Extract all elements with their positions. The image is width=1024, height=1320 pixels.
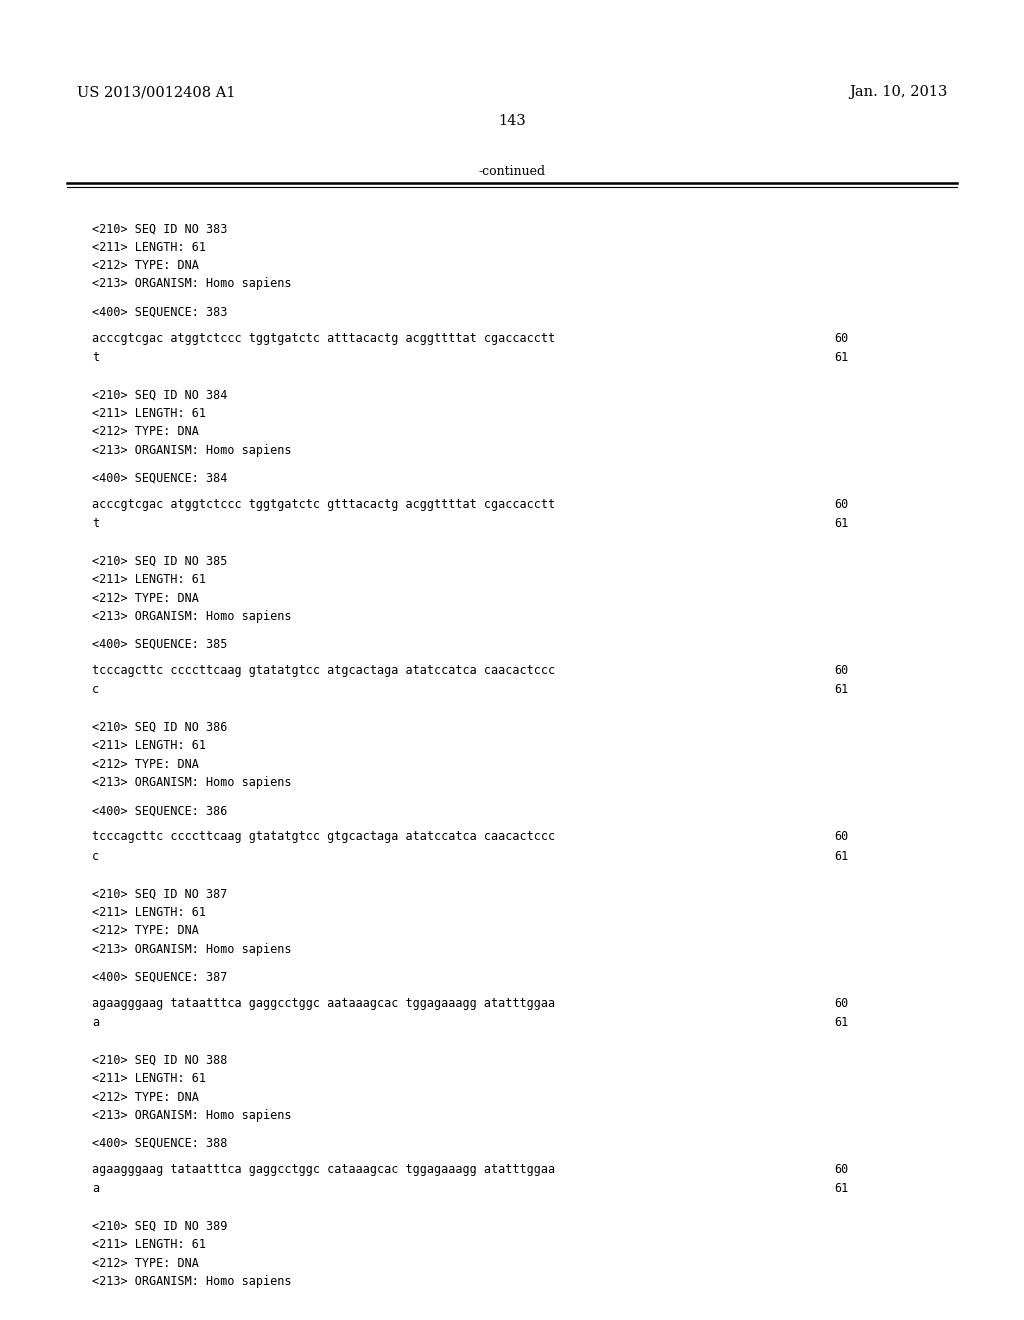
- Text: <211> LENGTH: 61: <211> LENGTH: 61: [92, 573, 206, 586]
- Text: <400> SEQUENCE: 384: <400> SEQUENCE: 384: [92, 471, 227, 484]
- Text: 61: 61: [835, 1183, 849, 1196]
- Text: <212> TYPE: DNA: <212> TYPE: DNA: [92, 1090, 199, 1104]
- Text: <213> ORGANISM: Homo sapiens: <213> ORGANISM: Homo sapiens: [92, 444, 292, 457]
- Text: <210> SEQ ID NO 386: <210> SEQ ID NO 386: [92, 721, 227, 734]
- Text: <212> TYPE: DNA: <212> TYPE: DNA: [92, 259, 199, 272]
- Text: <211> LENGTH: 61: <211> LENGTH: 61: [92, 407, 206, 420]
- Text: <210> SEQ ID NO 383: <210> SEQ ID NO 383: [92, 223, 227, 235]
- Text: <213> ORGANISM: Homo sapiens: <213> ORGANISM: Homo sapiens: [92, 776, 292, 789]
- Text: acccgtcgac atggtctccc tggtgatctc atttacactg acggttttat cgaccacctt: acccgtcgac atggtctccc tggtgatctc atttaca…: [92, 331, 555, 345]
- Text: 143: 143: [498, 115, 526, 128]
- Text: 61: 61: [835, 850, 849, 863]
- Text: 61: 61: [835, 684, 849, 697]
- Text: 60: 60: [835, 664, 849, 677]
- Text: <400> SEQUENCE: 387: <400> SEQUENCE: 387: [92, 970, 227, 983]
- Text: <400> SEQUENCE: 385: <400> SEQUENCE: 385: [92, 638, 227, 651]
- Text: <211> LENGTH: 61: <211> LENGTH: 61: [92, 1238, 206, 1251]
- Text: <213> ORGANISM: Homo sapiens: <213> ORGANISM: Homo sapiens: [92, 277, 292, 290]
- Text: <400> SEQUENCE: 388: <400> SEQUENCE: 388: [92, 1137, 227, 1150]
- Text: <212> TYPE: DNA: <212> TYPE: DNA: [92, 1257, 199, 1270]
- Text: 60: 60: [835, 997, 849, 1010]
- Text: <211> LENGTH: 61: <211> LENGTH: 61: [92, 739, 206, 752]
- Text: <213> ORGANISM: Homo sapiens: <213> ORGANISM: Homo sapiens: [92, 942, 292, 956]
- Text: <212> TYPE: DNA: <212> TYPE: DNA: [92, 425, 199, 438]
- Text: <210> SEQ ID NO 388: <210> SEQ ID NO 388: [92, 1053, 227, 1067]
- Text: acccgtcgac atggtctccc tggtgatctc gtttacactg acggttttat cgaccacctt: acccgtcgac atggtctccc tggtgatctc gtttaca…: [92, 498, 555, 511]
- Text: <212> TYPE: DNA: <212> TYPE: DNA: [92, 591, 199, 605]
- Text: a: a: [92, 1016, 99, 1030]
- Text: a: a: [92, 1183, 99, 1196]
- Text: <400> SEQUENCE: 383: <400> SEQUENCE: 383: [92, 305, 227, 318]
- Text: -continued: -continued: [478, 165, 546, 178]
- Text: <211> LENGTH: 61: <211> LENGTH: 61: [92, 1072, 206, 1085]
- Text: <210> SEQ ID NO 387: <210> SEQ ID NO 387: [92, 887, 227, 900]
- Text: <212> TYPE: DNA: <212> TYPE: DNA: [92, 924, 199, 937]
- Text: Jan. 10, 2013: Jan. 10, 2013: [849, 86, 947, 99]
- Text: 60: 60: [835, 331, 849, 345]
- Text: t: t: [92, 351, 99, 363]
- Text: tcccagcttc ccccttcaag gtatatgtcc atgcactaga atatccatca caacactccc: tcccagcttc ccccttcaag gtatatgtcc atgcact…: [92, 664, 555, 677]
- Text: 61: 61: [835, 1016, 849, 1030]
- Text: <213> ORGANISM: Homo sapiens: <213> ORGANISM: Homo sapiens: [92, 1109, 292, 1122]
- Text: <210> SEQ ID NO 385: <210> SEQ ID NO 385: [92, 554, 227, 568]
- Text: <210> SEQ ID NO 389: <210> SEQ ID NO 389: [92, 1220, 227, 1233]
- Text: <210> SEQ ID NO 384: <210> SEQ ID NO 384: [92, 388, 227, 401]
- Text: agaagggaag tataatttca gaggcctggc aataaagcac tggagaaagg atatttggaa: agaagggaag tataatttca gaggcctggc aataaag…: [92, 997, 555, 1010]
- Text: c: c: [92, 850, 99, 863]
- Text: US 2013/0012408 A1: US 2013/0012408 A1: [77, 86, 236, 99]
- Text: <212> TYPE: DNA: <212> TYPE: DNA: [92, 758, 199, 771]
- Text: <400> SEQUENCE: 386: <400> SEQUENCE: 386: [92, 804, 227, 817]
- Text: <211> LENGTH: 61: <211> LENGTH: 61: [92, 242, 206, 253]
- Text: <213> ORGANISM: Homo sapiens: <213> ORGANISM: Homo sapiens: [92, 610, 292, 623]
- Text: 60: 60: [835, 830, 849, 843]
- Text: <211> LENGTH: 61: <211> LENGTH: 61: [92, 906, 206, 919]
- Text: 60: 60: [835, 1163, 849, 1176]
- Text: c: c: [92, 684, 99, 697]
- Text: 61: 61: [835, 351, 849, 363]
- Text: tcccagcttc ccccttcaag gtatatgtcc gtgcactaga atatccatca caacactccc: tcccagcttc ccccttcaag gtatatgtcc gtgcact…: [92, 830, 555, 843]
- Text: 61: 61: [835, 517, 849, 529]
- Text: <213> ORGANISM: Homo sapiens: <213> ORGANISM: Homo sapiens: [92, 1275, 292, 1288]
- Text: t: t: [92, 517, 99, 529]
- Text: 60: 60: [835, 498, 849, 511]
- Text: agaagggaag tataatttca gaggcctggc cataaagcac tggagaaagg atatttggaa: agaagggaag tataatttca gaggcctggc cataaag…: [92, 1163, 555, 1176]
